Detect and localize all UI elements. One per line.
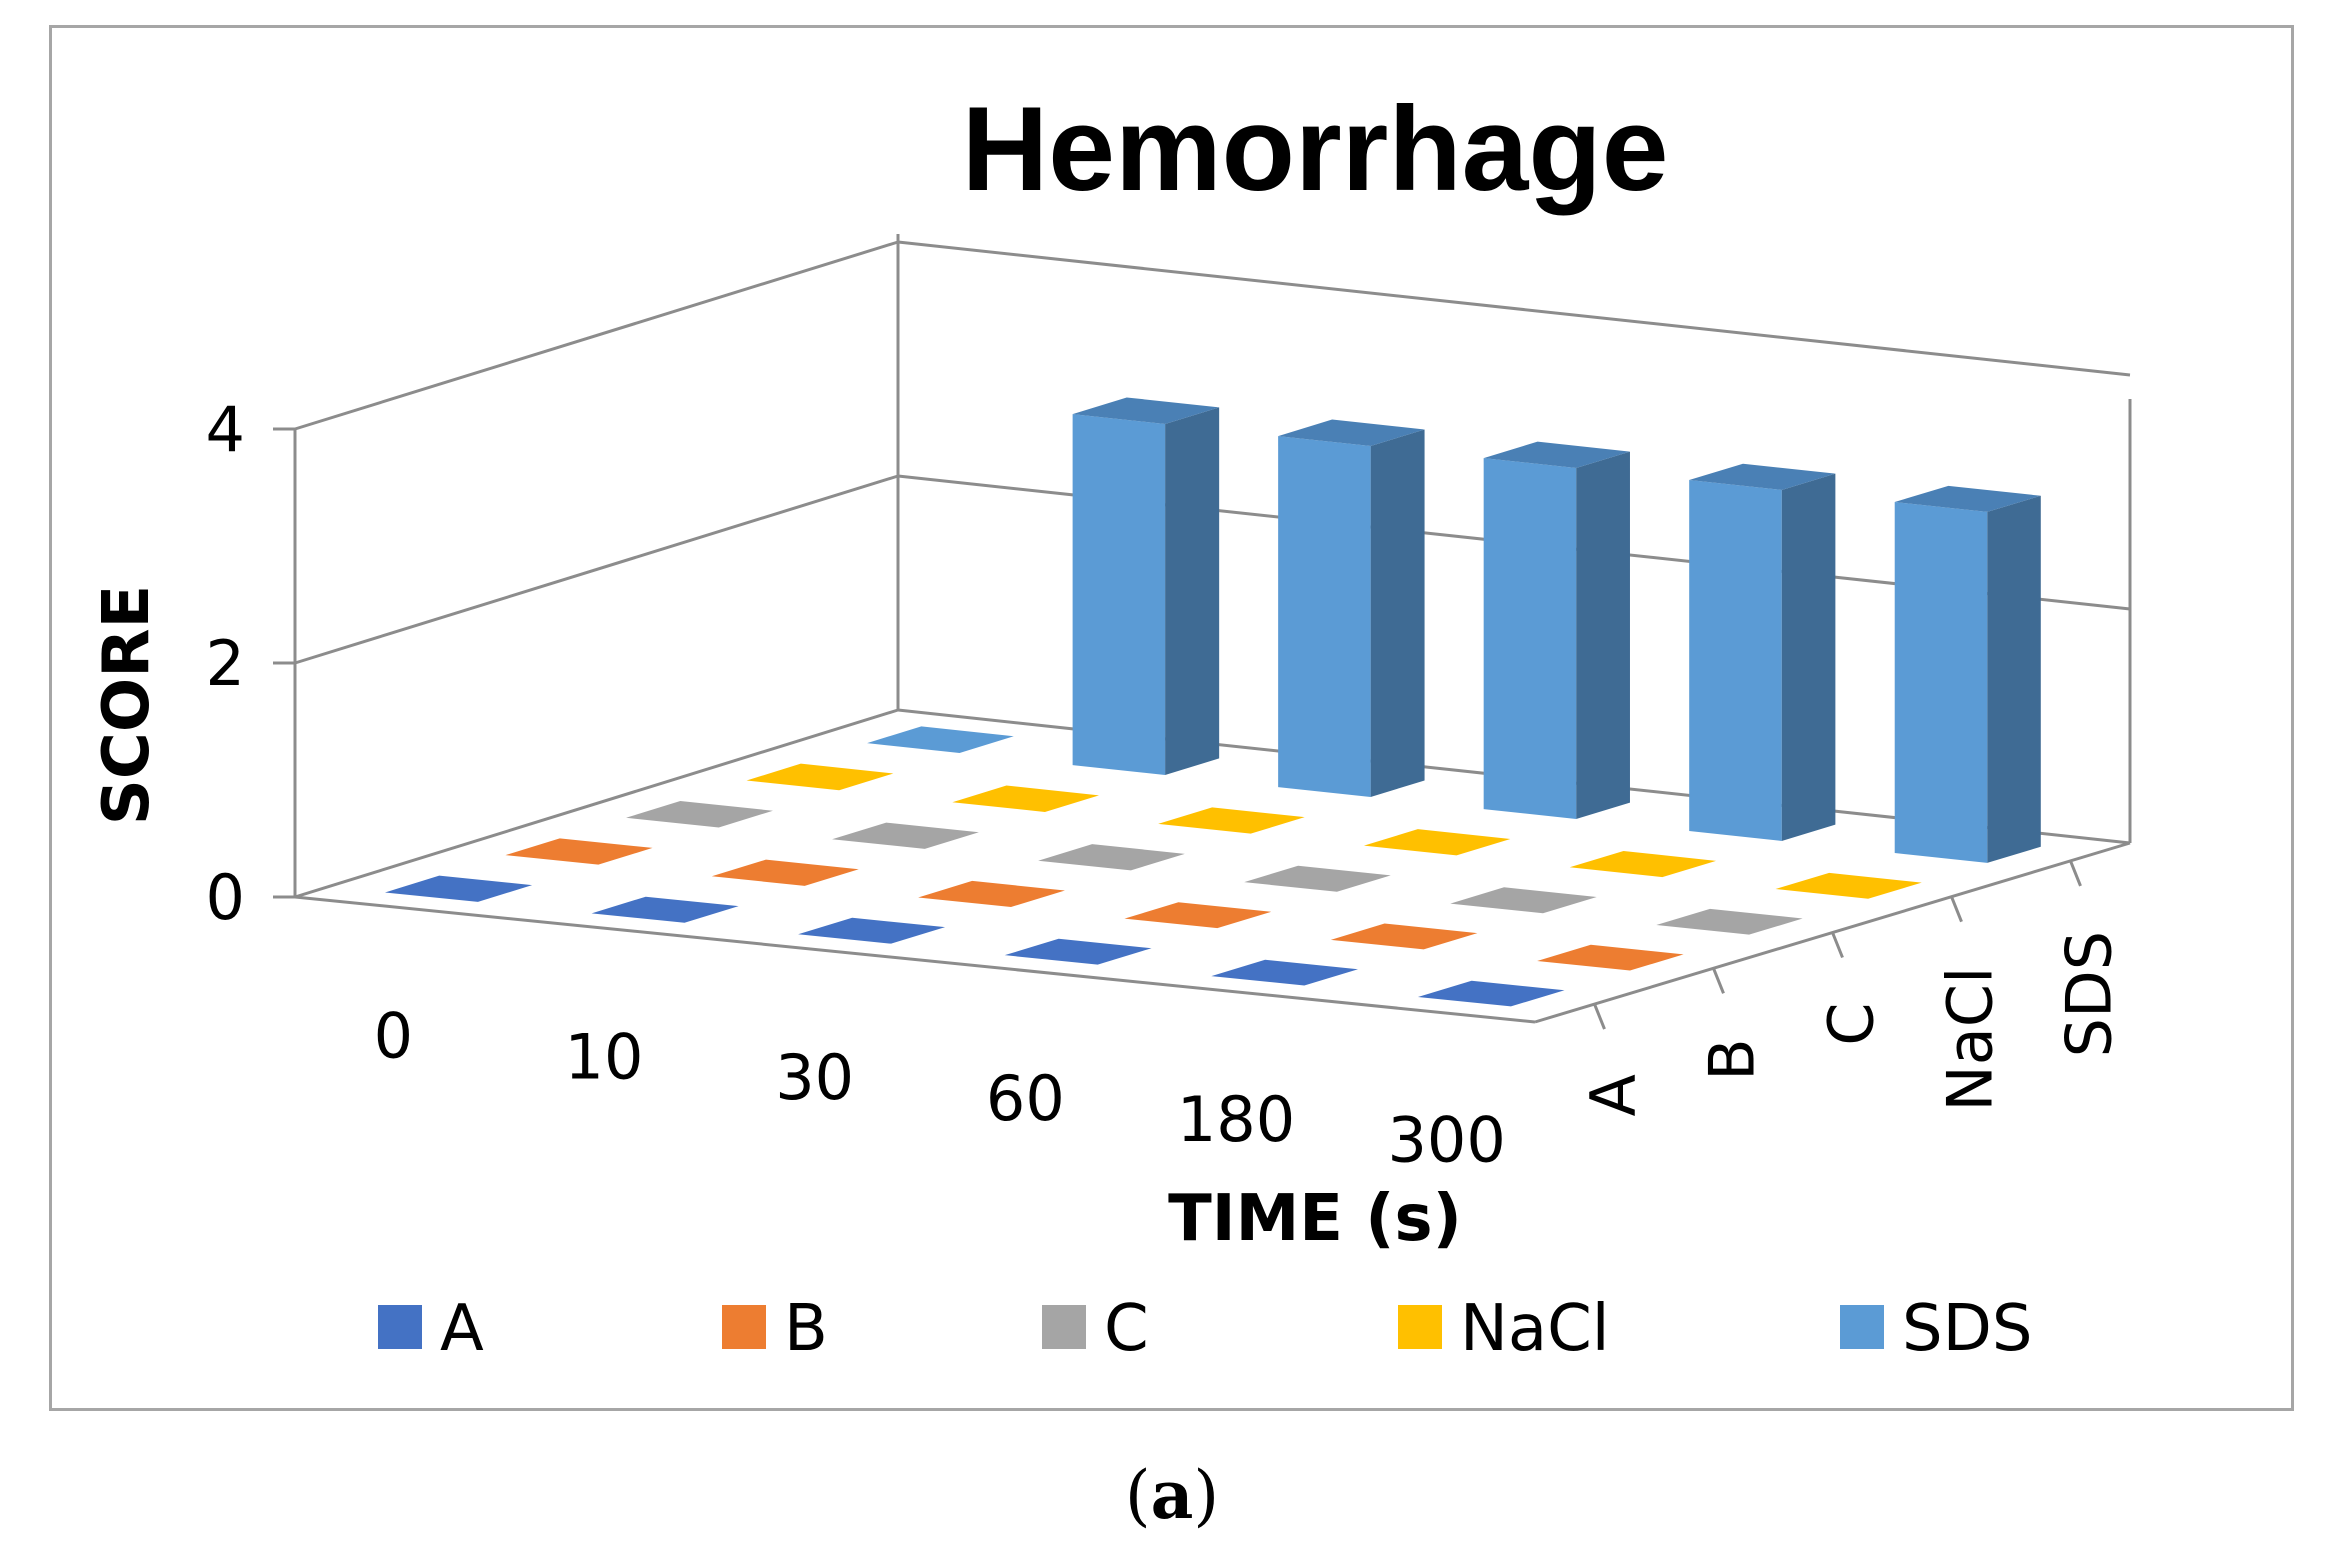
- bar-a-180: [1211, 959, 1359, 986]
- chart-labels: 0 2 4 SCORE 0 10 30 60 180 300 A B C NaCl SDS TIME (s): [90, 393, 2126, 1256]
- bar-side-face: [1370, 429, 1425, 797]
- legend-label-sds: SDS: [1902, 1292, 2033, 1366]
- bar-c-180: [1450, 887, 1597, 914]
- legend-label-a: A: [440, 1292, 484, 1366]
- y-tick-label: 0: [206, 861, 245, 934]
- front-floor-edge: [294, 895, 1536, 1024]
- x-tick-label: 30: [775, 1041, 854, 1114]
- x-tick-label: 300: [1387, 1104, 1505, 1177]
- legend-swatch-sds: [1840, 1305, 1884, 1349]
- chart-title: Hemorrhage: [962, 82, 1669, 216]
- bar-front-face: [1278, 436, 1371, 797]
- bar-sds-60: [1483, 441, 1630, 819]
- bar-sds-30: [1278, 419, 1425, 797]
- y-axis-title: SCORE: [90, 585, 164, 825]
- bar-b-10: [711, 859, 859, 886]
- bar-front-face: [1689, 480, 1782, 841]
- depth-tick-mark: [1831, 931, 1844, 959]
- left-wall-bottom: [294, 708, 899, 899]
- chart-bars: [384, 397, 2041, 1007]
- legend-swatch-c: [1042, 1305, 1086, 1349]
- depth-tick-label: A: [1577, 1074, 1650, 1116]
- depth-tick-label: C: [1815, 1003, 1888, 1046]
- bar-sds-10: [1072, 397, 1220, 776]
- bar-b-60: [1124, 902, 1272, 929]
- x-tick-label: 180: [1177, 1083, 1295, 1156]
- bar-b-0: [505, 838, 653, 865]
- bar-top-face: [1278, 419, 1425, 446]
- bar-sds-300: [1894, 485, 2041, 863]
- bar-b-30: [918, 880, 1065, 908]
- bar-side-face: [1165, 407, 1220, 776]
- bar-side-face: [1781, 473, 1836, 841]
- depth-tick-label: SDS: [2053, 931, 2126, 1057]
- bar-a-30: [798, 917, 946, 944]
- bar-nacl-30: [1158, 807, 1305, 834]
- bar-nacl-300: [1775, 872, 1922, 899]
- bar-b-180: [1330, 923, 1478, 950]
- bar-side-face: [1576, 451, 1630, 819]
- depth-tick-mark: [2069, 860, 2082, 887]
- bar-sds-0: [867, 726, 1014, 754]
- bar-c-30: [1038, 844, 1185, 871]
- chart-legend: A B C NaCl SDS: [378, 1292, 2033, 1366]
- bar-side-face: [1987, 495, 2041, 863]
- legend-swatch-b: [722, 1305, 766, 1349]
- bar-top-face: [1072, 397, 1220, 425]
- bar-nacl-180: [1569, 850, 1717, 878]
- bar-c-0: [626, 801, 773, 828]
- bar-top-face: [1689, 463, 1836, 490]
- depth-tick-label: B: [1696, 1038, 1769, 1081]
- bar-c-60: [1244, 865, 1391, 892]
- legend-label-c: C: [1104, 1292, 1149, 1366]
- bar-sds-180: [1689, 463, 1836, 841]
- x-tick-label: 10: [565, 1020, 644, 1093]
- bar-nacl-0: [746, 763, 894, 791]
- bar-front-face: [1894, 502, 1988, 863]
- depth-tick-label: NaCl: [1934, 967, 2007, 1112]
- depth-tick-mark: [1712, 967, 1725, 994]
- legend-swatch-a: [378, 1305, 422, 1349]
- y-tick-label: 4: [206, 393, 245, 466]
- bar-front-face: [1072, 414, 1166, 776]
- figure-caption: (a): [1125, 1456, 1219, 1534]
- left-gridline: [294, 474, 899, 665]
- legend-swatch-nacl: [1398, 1305, 1442, 1349]
- bar-c-300: [1656, 908, 1803, 935]
- bar-top-face: [1894, 485, 2041, 512]
- bar-c-10: [832, 822, 979, 849]
- left-gridline: [294, 240, 899, 431]
- bar-a-60: [1004, 938, 1152, 965]
- bar-b-300: [1537, 944, 1684, 971]
- legend-label-nacl: NaCl: [1460, 1292, 1610, 1366]
- depth-tick-mark: [1950, 896, 1963, 923]
- bar-a-10: [591, 896, 739, 923]
- back-gridline: [897, 240, 2131, 377]
- x-tick-label: 0: [374, 999, 413, 1072]
- depth-tick-mark: [1593, 1003, 1606, 1030]
- bar-a-0: [384, 875, 533, 902]
- x-tick-label: 60: [986, 1062, 1065, 1135]
- bar-a-300: [1417, 980, 1565, 1007]
- x-axis-title: TIME (s): [1168, 1182, 1462, 1256]
- legend-label-b: B: [784, 1292, 828, 1366]
- y-tick-label: 2: [206, 627, 245, 700]
- bar-nacl-60: [1363, 829, 1511, 856]
- bar-front-face: [1483, 458, 1577, 819]
- bar-top-face: [1483, 441, 1630, 468]
- bar-nacl-10: [952, 785, 1100, 812]
